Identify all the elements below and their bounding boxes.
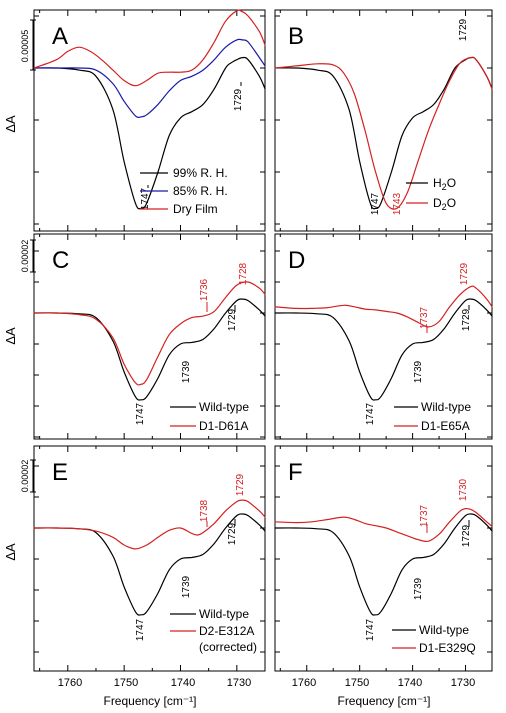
- x-tick-labels: 1760 1750 1740 1730 1760 1750 1740 1730: [58, 677, 475, 689]
- scale-bar-e: 0.00002: [20, 459, 36, 493]
- chart-marks: 1747 1729 1729 1747 1743 1728 1736 1729 1739 1747…: [33, 9, 493, 671]
- legend-c: Wild-type D1-D61A: [170, 400, 249, 433]
- legend-f: Wild-type D1-E329Q: [392, 623, 476, 655]
- legend-label: Wild-type: [419, 623, 469, 637]
- panel-label: C: [52, 247, 69, 274]
- series-line-d2-e312a-corrected-: [33, 499, 266, 550]
- x-tick-label: 1730: [227, 677, 251, 689]
- y-axis-title: ΔA: [3, 115, 18, 133]
- legends: 99% R. H. 85% R. H. Dry Film H2O D2O Wil…: [140, 166, 476, 655]
- legend-label: Dry Film: [173, 202, 218, 216]
- panel-label: F: [288, 459, 303, 486]
- series-line-d1-e65a: [274, 285, 493, 328]
- scale-bar-label: 0.00002: [20, 240, 30, 273]
- legend-d: Wild-type D1-E65A: [394, 400, 471, 433]
- x-axis-titles: Frequency [cm⁻¹] Frequency [cm⁻¹]: [103, 694, 430, 708]
- scale-bar-label: 0.00002: [20, 460, 30, 493]
- peak-annotation: 1747: [365, 618, 376, 641]
- x-tick-label: 1760: [292, 677, 316, 689]
- peak-annotation: 1743: [392, 192, 403, 215]
- scale-bar-label: 0.00005: [20, 30, 30, 63]
- panel-label: B: [288, 23, 304, 50]
- legend-label: Wild-type: [199, 607, 249, 621]
- x-tick-label: 1760: [58, 677, 82, 689]
- x-tick-label: 1740: [398, 677, 422, 689]
- peak-annotation: 1729: [233, 88, 244, 111]
- peak-annotation: 1729: [461, 308, 472, 331]
- legend-label: 99% R. H.: [173, 166, 228, 180]
- peak-annotation: 1736: [199, 278, 210, 301]
- peak-annotation: 1739: [181, 575, 192, 598]
- legend-label: Wild-type: [199, 400, 249, 414]
- panel-c-frame: [33, 233, 266, 440]
- y-axis-title: ΔA: [3, 543, 18, 561]
- peak-annotation: 1739: [413, 577, 424, 600]
- legend-label: D2O: [433, 196, 456, 212]
- series-line-99-r-h-: [33, 56, 266, 210]
- x-tick-label: 1740: [171, 677, 195, 689]
- panel-d-frame: [274, 233, 493, 440]
- x-axis-title: Frequency [cm⁻¹]: [103, 694, 196, 708]
- series-line-dry-film: [33, 9, 266, 87]
- scale-bar-a: 0.00005: [20, 19, 36, 71]
- x-axis-title: Frequency [cm⁻¹]: [337, 694, 430, 708]
- peak-annotation: 1747: [135, 618, 146, 641]
- series-line-d1-d61a: [33, 281, 266, 386]
- peak-annotation: 1729: [227, 308, 238, 331]
- series-line-d1-e329q: [274, 507, 493, 543]
- legend-e: Wild-type D2-E312A (corrected): [170, 607, 257, 654]
- legend-label: Wild-type: [421, 400, 471, 414]
- legend-label: D2-E312A: [199, 624, 254, 638]
- peak-annotation: 1728: [238, 262, 249, 285]
- peak-annotation: 1739: [181, 360, 192, 383]
- scale-bar-c: 0.00002: [20, 239, 36, 273]
- legend-b: H2O D2O: [406, 176, 456, 212]
- series-line-d2o: [274, 56, 493, 210]
- peak-annotation: 1747: [135, 402, 146, 425]
- peak-annotation: 1747: [370, 192, 381, 215]
- peak-annotation: 1729: [235, 473, 246, 496]
- x-tick-label: 1730: [451, 677, 475, 689]
- y-axis-title: ΔA: [3, 327, 18, 345]
- peak-annotation: 1730: [458, 478, 469, 501]
- legend-label-note: (corrected): [199, 640, 257, 654]
- panel-frames: [33, 9, 493, 672]
- series-line-wild-type: [33, 513, 266, 616]
- panel-label: A: [52, 23, 68, 50]
- peak-annotation: 1747: [365, 402, 376, 425]
- peak-annotation: 1739: [413, 360, 424, 383]
- series-line-85-r-h-: [33, 38, 266, 118]
- series-line-h2o: [274, 56, 493, 210]
- peak-annotation: 1729: [458, 18, 469, 41]
- legend-label: D1-E65A: [421, 419, 470, 433]
- x-tick-label: 1750: [345, 677, 369, 689]
- peak-annotation: 1738: [199, 499, 210, 522]
- peak-annotation: 1729: [461, 524, 472, 547]
- series-line-wild-type: [274, 298, 493, 401]
- legend-label: H2O: [433, 176, 456, 192]
- legend-label: D1-E329Q: [419, 641, 476, 655]
- legend-label: 85% R. H.: [173, 184, 228, 198]
- series-line-wild-type: [274, 513, 493, 616]
- panel-letters: A B C D E F: [52, 23, 305, 486]
- peak-annotation: 1737: [419, 306, 430, 329]
- panel-label: E: [52, 459, 68, 486]
- peak-annotation: 1729: [227, 522, 238, 545]
- legend-label: D1-D61A: [199, 419, 248, 433]
- x-tick-label: 1750: [114, 677, 138, 689]
- legend-a: 99% R. H. 85% R. H. Dry Film: [140, 166, 228, 216]
- peak-annotation: 1737: [419, 504, 430, 527]
- panel-label: D: [288, 247, 305, 274]
- peak-annotation: 1747: [140, 187, 151, 210]
- y-axis-titles: ΔA ΔA ΔA: [3, 115, 18, 561]
- peak-annotation: 1729: [459, 262, 470, 285]
